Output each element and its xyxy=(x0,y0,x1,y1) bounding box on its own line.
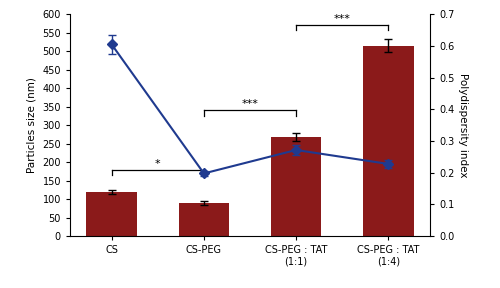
Text: ***: *** xyxy=(334,14,350,24)
Text: ***: *** xyxy=(242,99,258,109)
Bar xyxy=(86,192,137,236)
Y-axis label: Polydispersity index: Polydispersity index xyxy=(458,73,468,177)
Bar xyxy=(363,46,414,236)
Bar xyxy=(270,137,322,236)
Text: *: * xyxy=(155,158,160,168)
Y-axis label: Particles size (nm): Particles size (nm) xyxy=(27,77,37,173)
Bar xyxy=(178,203,230,236)
